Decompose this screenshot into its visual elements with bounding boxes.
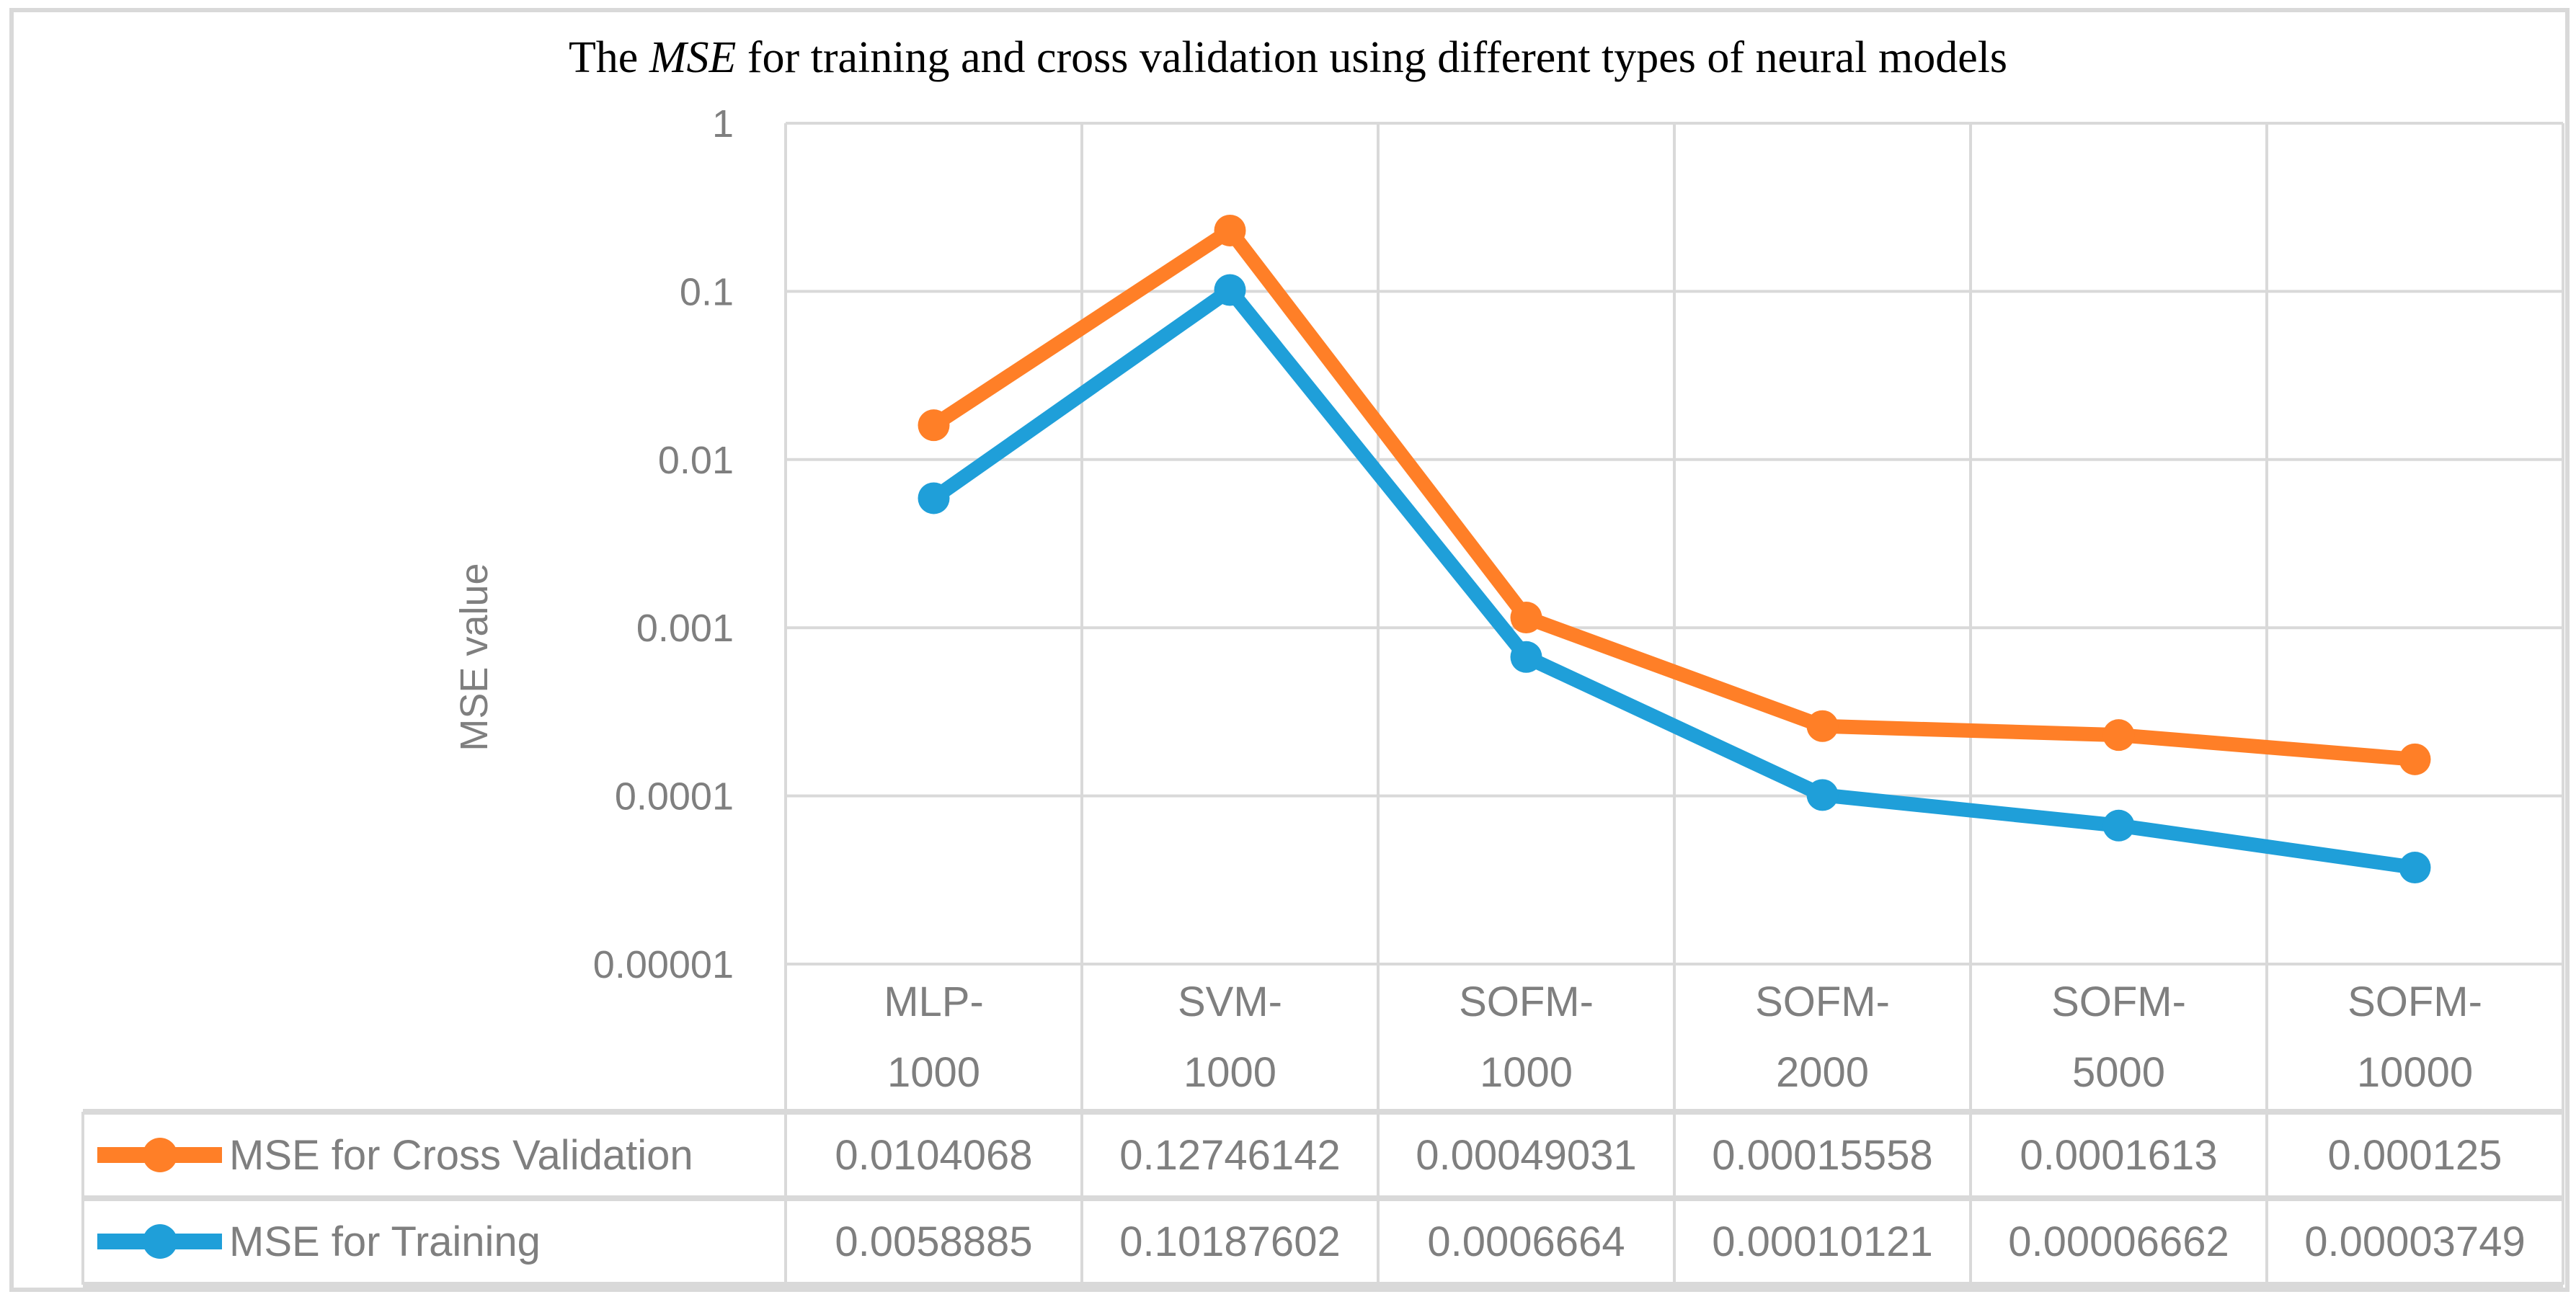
y-tick-label: 0.0001 bbox=[615, 775, 734, 819]
y-tick-label: 0.01 bbox=[658, 439, 734, 482]
table-cell: 0.0104068 bbox=[835, 1132, 1032, 1179]
table-cell: 0.00010121 bbox=[1712, 1218, 1932, 1265]
x-tick-label-line1: SOFM- bbox=[2051, 978, 2186, 1025]
data-point bbox=[1214, 274, 1246, 306]
data-point bbox=[1806, 710, 1839, 742]
data-point bbox=[2102, 809, 2135, 842]
x-tick-label-line2: 2000 bbox=[1776, 1049, 1869, 1096]
legend-marker bbox=[143, 1138, 177, 1172]
chart-border bbox=[9, 8, 2570, 1292]
data-point bbox=[1806, 779, 1839, 811]
table-cell: 0.00006662 bbox=[2008, 1218, 2229, 1265]
table-cell: 0.0058885 bbox=[835, 1218, 1032, 1265]
x-tick-label-line1: SOFM- bbox=[2348, 978, 2482, 1025]
legend-marker bbox=[143, 1224, 177, 1259]
x-tick-label-line2: 1000 bbox=[1183, 1049, 1276, 1096]
y-tick-label: 0.1 bbox=[680, 270, 734, 313]
x-tick-label-line2: 5000 bbox=[2072, 1049, 2165, 1096]
table-cell: 0.00003749 bbox=[2304, 1218, 2525, 1265]
x-tick-label-line2: 10000 bbox=[2357, 1049, 2473, 1096]
table-cell: 0.10187602 bbox=[1119, 1218, 1340, 1265]
table-cell: 0.12746142 bbox=[1119, 1132, 1340, 1179]
data-point bbox=[1510, 641, 1542, 673]
series-line bbox=[930, 223, 2416, 767]
y-tick-label: 0.00001 bbox=[593, 943, 734, 986]
data-point bbox=[2102, 719, 2135, 752]
x-tick-label-line1: MLP- bbox=[884, 978, 984, 1025]
data-point bbox=[1510, 602, 1542, 634]
data-point bbox=[2399, 743, 2431, 775]
table-cell: 0.0006664 bbox=[1427, 1218, 1625, 1265]
data-point bbox=[2399, 852, 2431, 884]
chart-title: The MSE for training and cross validatio… bbox=[569, 33, 2007, 82]
table-cell: 0.00049031 bbox=[1416, 1132, 1636, 1179]
data-point bbox=[918, 482, 950, 514]
x-tick-label-line1: SVM- bbox=[1178, 978, 1282, 1025]
legend-label: MSE for Training bbox=[229, 1218, 541, 1265]
x-tick-label-line1: SOFM- bbox=[1755, 978, 1890, 1025]
table-cell: 0.000125 bbox=[2328, 1132, 2502, 1179]
legend-label: MSE for Cross Validation bbox=[229, 1132, 693, 1179]
y-axis-title: MSE value bbox=[453, 563, 496, 751]
table-cell: 0.0001613 bbox=[2020, 1132, 2217, 1179]
y-tick-label: 0.001 bbox=[636, 607, 734, 650]
y-tick-label: 1 bbox=[712, 102, 734, 146]
data-point bbox=[1214, 214, 1246, 246]
x-tick-label-line2: 1000 bbox=[887, 1049, 980, 1096]
data-point bbox=[918, 409, 950, 442]
series-line bbox=[929, 282, 2416, 875]
x-tick-label-line2: 1000 bbox=[1480, 1049, 1573, 1096]
x-tick-label-line1: SOFM- bbox=[1459, 978, 1594, 1025]
table-cell: 0.00015558 bbox=[1712, 1132, 1932, 1179]
